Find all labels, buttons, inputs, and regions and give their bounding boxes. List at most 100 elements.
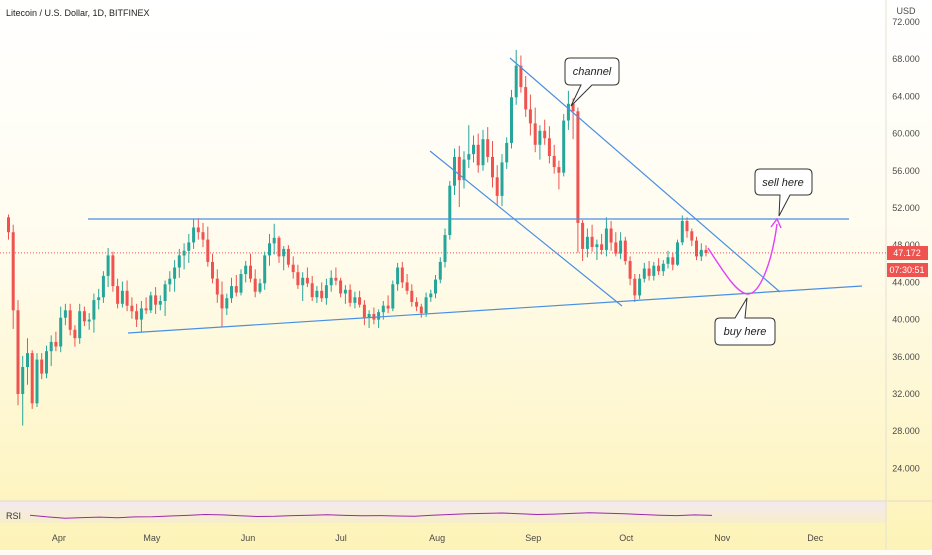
candle-body [429,293,433,298]
x-tick-label: Jun [241,533,256,543]
candle [457,145,461,208]
candle [362,300,366,326]
y-tick-label: 72.000 [892,17,920,27]
candle [220,281,224,327]
candle-body [339,280,343,294]
countdown-tag-bg [887,263,928,277]
x-tick-label: Jul [335,533,347,543]
candle [168,271,172,292]
candle [305,267,309,288]
candle-body [562,120,566,173]
sell-callout[interactable]: sell here [754,168,813,217]
candle [699,243,703,261]
x-tick-label: Oct [619,533,634,543]
candle [73,325,77,347]
candle-body [258,283,262,292]
candle [59,306,63,353]
candle [239,269,243,296]
candle-body [448,185,452,235]
candle [82,306,86,327]
candle [367,310,371,328]
candle [680,215,684,246]
candle-body [358,297,362,305]
candle-body [215,278,219,295]
candle-body [73,329,77,339]
candle-body [92,300,96,320]
candle [528,94,532,136]
candle-body [671,257,675,265]
candle-body [472,144,475,155]
candle [486,127,490,163]
candle-body [491,156,494,178]
candle-body [557,167,561,173]
candle [510,89,513,149]
candle-body [547,138,551,156]
candle [324,278,328,305]
candle [87,313,91,330]
candle [149,291,153,314]
candle-body [343,289,347,294]
candle-body [59,317,63,347]
candle-body [348,289,352,303]
candle [405,274,409,295]
projected-price-curve[interactable] [707,223,778,295]
candle [438,257,442,284]
candle [139,301,143,333]
candle [604,217,608,257]
candle-body [301,277,305,286]
rsi-pane-background [0,501,886,523]
candle-body [206,239,210,262]
candle [45,345,48,379]
candle-body [305,277,309,284]
candle-body [315,290,319,298]
candle-body [244,265,248,275]
trendlines[interactable] [88,57,863,334]
candle-body [97,297,101,301]
candle-body [590,236,594,247]
candle-body [353,297,357,303]
y-tick-label: 36.000 [892,352,920,362]
candle-body [647,268,651,276]
y-axis[interactable]: 72.000 68.000 64.000 60.000 56.000 52.000 48.0… [892,17,920,473]
candle-body [576,111,580,223]
candle [628,256,632,286]
channel-upper-line[interactable] [509,57,781,293]
candle [244,261,248,283]
candle-body [581,222,585,249]
projection-path[interactable] [707,217,782,295]
candle-body [54,341,58,347]
candle-body [377,312,381,320]
candle [462,151,466,189]
buy-callout[interactable]: buy here [714,297,776,346]
candle-body [234,286,238,293]
candle [638,274,642,300]
candle-body [434,279,437,294]
chart-title: Litecoin / U.S. Dollar, 1D, BITFINEX [6,8,150,18]
candle-body [415,301,419,307]
candle-body [329,277,333,286]
candle-body [443,235,447,262]
candle-body [419,306,423,314]
candle-body [638,278,642,296]
candle [230,277,233,303]
candle [353,291,357,309]
candle-body [268,243,271,256]
candle-body [192,227,196,243]
channel-lower-line[interactable] [429,150,623,307]
x-axis[interactable]: Apr May Jun Jul Aug Sep Oct Nov Dec [52,533,824,543]
candle-body [187,242,191,251]
candle [106,248,110,288]
candle [16,300,20,406]
candle [590,224,594,252]
candle [286,245,290,268]
channel-callout[interactable]: channel [564,57,620,107]
candle [419,303,423,318]
ascending-support-line[interactable] [127,285,863,334]
candle-body [106,255,110,276]
candle [514,49,518,105]
last-price-tag[interactable]: 47.172 07:30:51 [887,246,928,277]
candle [566,90,570,130]
